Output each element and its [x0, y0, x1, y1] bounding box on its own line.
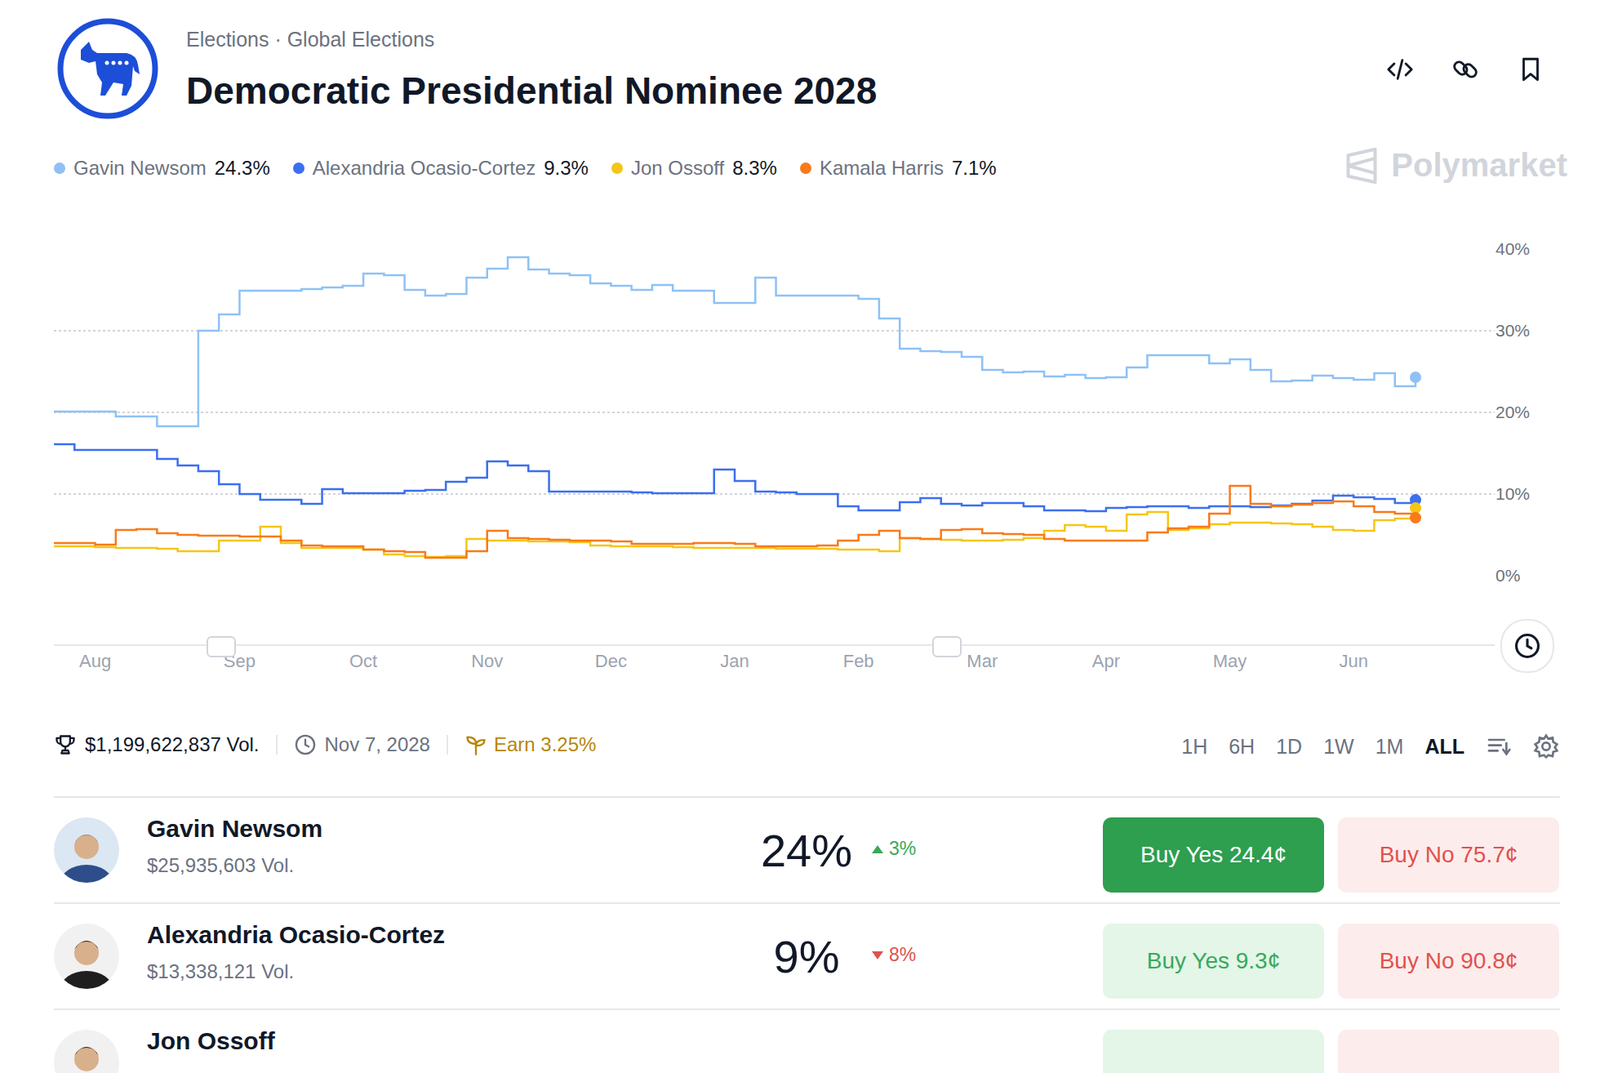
html-text:$13,338,121 Vol.: $13,338,121 Vol.: [146, 960, 295, 983]
html-text:Democratic Presidential Nomine: Democratic Presidential Nominee 2028: [186, 69, 877, 112]
html-text:Alexandria Ocasio-Cortez: Alexandria Ocasio-Cortez: [146, 920, 445, 948]
svg-text:Aug: Aug: [79, 650, 112, 672]
html-text:24%: 24%: [760, 824, 853, 876]
html-text:Gavin Newsom: Gavin Newsom: [146, 814, 323, 842]
svg-text:Mar: Mar: [966, 650, 998, 672]
svg-text:10%: 10%: [1495, 484, 1530, 503]
html-text:Nov 7, 2028: Nov 7, 2028: [324, 733, 431, 756]
html-text:6H: 6H: [1228, 734, 1255, 758]
svg-text:40%: 40%: [1495, 239, 1530, 258]
html-text:Alexandria Ocasio-Cortez 9.3%: Alexandria Ocasio-Cortez 9.3%: [312, 156, 589, 179]
svg-text:Nov: Nov: [471, 650, 503, 672]
html-text:3%: 3%: [888, 837, 917, 859]
html-text:8%: 8%: [888, 943, 917, 965]
html-text:Buy Yes 9.3¢: Buy Yes 9.3¢: [1146, 947, 1281, 974]
html-text:Jon Ossoff 8.3%: Jon Ossoff 8.3%: [630, 156, 778, 179]
html-text:Buy No 90.8¢: Buy No 90.8¢: [1379, 947, 1518, 974]
svg-text:Oct: Oct: [349, 650, 378, 672]
html-text:1D: 1D: [1276, 734, 1303, 758]
html-text:1H: 1H: [1181, 734, 1208, 758]
html-text:Buy Yes 24.4¢: Buy Yes 24.4¢: [1140, 841, 1287, 867]
svg-text:Jun: Jun: [1338, 650, 1368, 672]
svg-text:Apr: Apr: [1092, 650, 1120, 672]
html-text:Earn 3.25%: Earn 3.25%: [493, 733, 597, 756]
html-text:1W: 1W: [1323, 734, 1355, 758]
svg-text:30%: 30%: [1495, 320, 1530, 340]
html-text:9%: 9%: [773, 930, 840, 983]
html-text:Gavin Newsom 24.3%: Gavin Newsom 24.3%: [73, 156, 271, 179]
html-text:Polymarket: Polymarket: [1391, 146, 1568, 183]
svg-text:0%: 0%: [1495, 565, 1520, 585]
svg-text:Sep: Sep: [223, 650, 256, 672]
html-text:ALL: ALL: [1424, 734, 1465, 758]
html-text:$1,199,622,837 Vol.: $1,199,622,837 Vol.: [84, 733, 260, 756]
svg-text:20%: 20%: [1495, 402, 1530, 422]
svg-text:Dec: Dec: [595, 650, 627, 672]
svg-text:Jan: Jan: [720, 650, 749, 672]
svg-text:May: May: [1213, 650, 1248, 672]
html-text:Kamala Harris 7.1%: Kamala Harris 7.1%: [819, 156, 997, 179]
html-text:1M: 1M: [1375, 734, 1404, 758]
svg-text:Feb: Feb: [843, 650, 875, 672]
html-text:$25,935,603 Vol.: $25,935,603 Vol.: [146, 853, 295, 876]
html-text:Elections · Global Elections: Elections · Global Elections: [186, 27, 435, 51]
html-text:Buy No 75.7¢: Buy No 75.7¢: [1379, 841, 1518, 867]
html-text:Jon Ossoff: Jon Ossoff: [146, 1026, 275, 1054]
